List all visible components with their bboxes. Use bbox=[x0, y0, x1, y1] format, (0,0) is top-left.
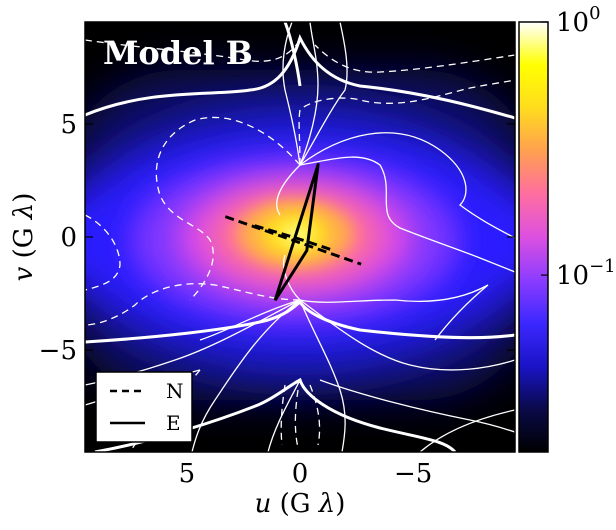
contour-line bbox=[299, 132, 515, 239]
contour-line bbox=[191, 299, 301, 452]
contour-line bbox=[419, 409, 515, 452]
contour-line bbox=[85, 283, 301, 326]
contour-line bbox=[85, 34, 515, 120]
contour-line bbox=[276, 164, 301, 216]
x-tick-label: 0 bbox=[292, 459, 309, 489]
panel-title: Model B bbox=[103, 34, 253, 72]
contour-line bbox=[299, 299, 515, 371]
contour-line bbox=[283, 22, 302, 87]
y-axis-title: v (G λ) bbox=[9, 193, 39, 282]
contour-line bbox=[319, 379, 515, 433]
contour-line bbox=[314, 44, 515, 73]
colorbar-tick-label: 100 bbox=[556, 3, 601, 38]
contour-line bbox=[282, 22, 301, 166]
legend-label-e: E bbox=[166, 411, 181, 435]
x-tick-label: 5 bbox=[179, 459, 196, 489]
intensity-heatmap bbox=[85, 22, 515, 452]
colorbar-ticks: 100 10−1 bbox=[541, 3, 616, 291]
legend-label-n: N bbox=[166, 379, 184, 403]
contour-line bbox=[299, 22, 348, 166]
contour-line bbox=[294, 389, 299, 449]
contour-line bbox=[155, 116, 301, 301]
baselines bbox=[224, 163, 362, 302]
colorbar bbox=[518, 21, 549, 453]
contour-line bbox=[267, 379, 301, 452]
contour-line bbox=[299, 156, 515, 273]
contour-line bbox=[85, 214, 121, 291]
contour-line bbox=[85, 39, 301, 62]
x-axis: 5 0 −5 bbox=[179, 22, 432, 489]
y-axis: 5 0 −5 bbox=[39, 110, 515, 366]
contour-line bbox=[299, 284, 489, 341]
legend: N E bbox=[95, 371, 193, 443]
contour-line bbox=[199, 299, 301, 341]
baseline-n bbox=[254, 224, 335, 253]
baseline-e bbox=[273, 163, 320, 302]
x-axis-title: u (G λ) bbox=[255, 489, 346, 519]
contour-line bbox=[299, 299, 346, 452]
colorbar-tick-label: 10−1 bbox=[556, 256, 616, 291]
contour-line bbox=[280, 384, 286, 446]
y-tick-label: 5 bbox=[60, 110, 77, 140]
y-tick-label: 0 bbox=[60, 223, 77, 253]
contour-line bbox=[299, 22, 319, 166]
x-tick-label: −5 bbox=[394, 459, 432, 489]
contour-line bbox=[309, 384, 321, 446]
contour-line bbox=[85, 299, 515, 344]
contour-line bbox=[298, 79, 515, 166]
legend-box bbox=[95, 371, 193, 443]
y-tick-label: −5 bbox=[39, 336, 77, 366]
